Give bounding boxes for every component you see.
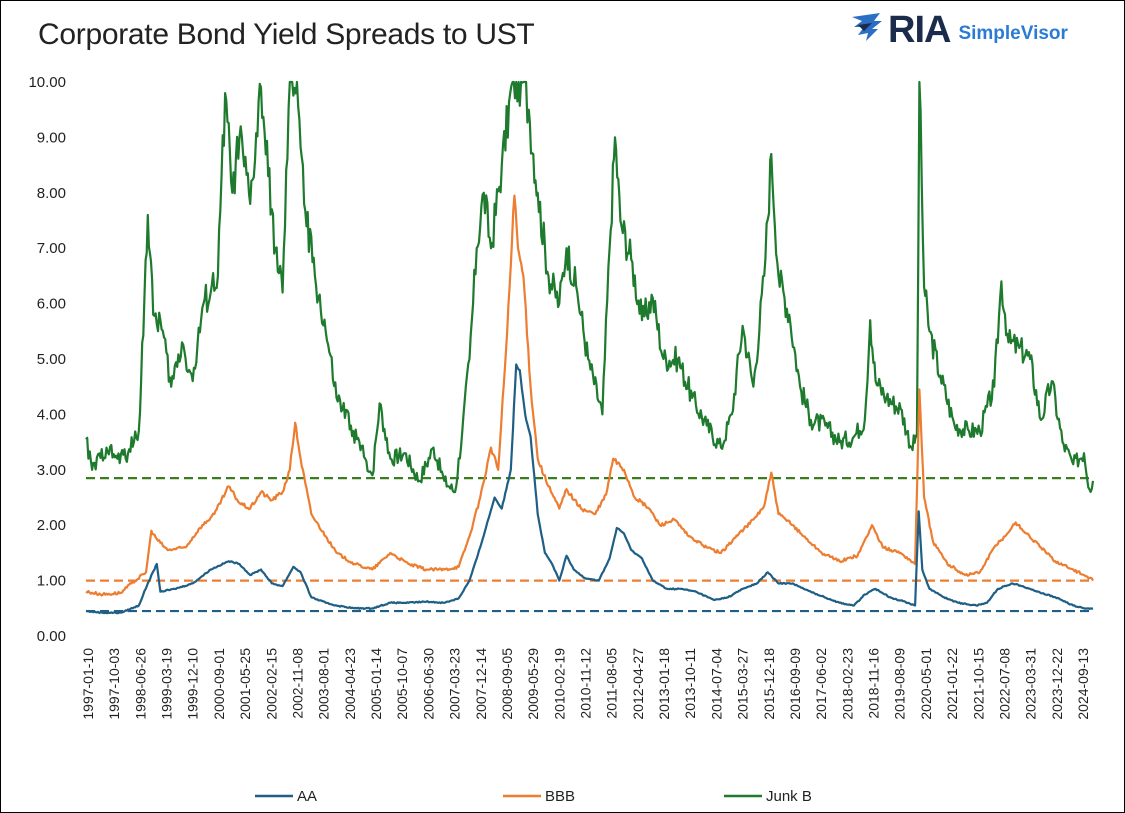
x-tick-label: 2002-11-08 — [289, 648, 305, 719]
x-tick-label: 2001-05-25 — [237, 648, 253, 720]
series-line-aa — [85, 363, 1094, 615]
logo-ria-text: RIA — [888, 8, 951, 51]
x-tick-label: 2014-07-04 — [708, 648, 724, 720]
x-tick-label: 1997-01-10 — [80, 648, 96, 720]
x-tick-label: 2007-12-14 — [473, 648, 489, 720]
legend: AA BBB Junk B — [255, 788, 812, 805]
eagle-icon — [852, 13, 882, 41]
series-lines — [85, 80, 1095, 615]
x-tick-label: 2005-10-07 — [394, 648, 410, 720]
ria-logo: RIA SimpleVisor — [850, 8, 1068, 52]
x-tick-label: 2023-12-22 — [1049, 648, 1065, 720]
reference-lines — [86, 477, 1091, 613]
x-tick-label: 2024-09-13 — [1075, 648, 1091, 720]
y-tick-label: 2.00 — [37, 517, 66, 534]
chart-title: Corporate Bond Yield Spreads to UST — [38, 18, 535, 51]
x-tick-label: 2022-07-08 — [996, 648, 1012, 720]
y-tick-label: 10.00 — [28, 74, 66, 91]
y-tick-label: 6.00 — [37, 296, 66, 313]
y-tick-label: 9.00 — [37, 129, 66, 146]
x-tick-label: 2007-03-23 — [447, 648, 463, 720]
x-tick-label: 2013-10-11 — [682, 648, 698, 719]
x-tick-label: 2018-11-16 — [866, 648, 882, 719]
y-tick-label: 5.00 — [37, 351, 66, 368]
y-tick-label: 7.00 — [37, 240, 66, 257]
x-tick-label: 1998-06-26 — [132, 648, 148, 720]
x-tick-label: 2019-08-09 — [892, 648, 908, 720]
x-tick-label: 1997-10-03 — [106, 648, 122, 720]
x-tick-label: 2017-06-02 — [813, 648, 829, 720]
x-tick-label: 2008-09-05 — [499, 648, 515, 720]
x-tick-label: 2000-09-01 — [211, 648, 227, 720]
x-tick-label: 1999-03-19 — [159, 648, 175, 720]
x-tick-label: 2010-02-19 — [551, 648, 567, 720]
y-tick-label: 1.00 — [37, 573, 66, 590]
x-tick-label: 2010-11-12 — [578, 648, 594, 719]
x-tick-label: 2023-03-31 — [1023, 648, 1039, 720]
logo-simplevisor-text: SimpleVisor — [958, 23, 1068, 44]
x-tick-label: 2015-03-27 — [735, 648, 751, 720]
x-tick-label: 2009-05-29 — [525, 648, 541, 720]
x-tick-label: 2011-08-05 — [604, 648, 620, 719]
x-tick-label: 2016-09-09 — [787, 648, 803, 720]
x-tick-label: 2003-08-01 — [316, 648, 332, 720]
series-line-junk-b — [85, 80, 1095, 494]
x-tick-label: 1999-12-10 — [185, 648, 201, 720]
x-tick-label: 2004-04-23 — [342, 648, 358, 720]
y-tick-label: 4.00 — [37, 406, 66, 423]
y-tick-label: 8.00 — [37, 185, 66, 202]
x-tick-label: 2006-06-30 — [420, 648, 436, 720]
x-axis: 1997-01-10 1997-10-03 1998-06-26 1999-03-19… — [80, 648, 1091, 720]
y-tick-label: 0.00 — [37, 628, 66, 645]
x-tick-label: 2021-10-15 — [970, 648, 986, 720]
x-tick-label: 2021-01-22 — [944, 648, 960, 720]
legend-label-aa: AA — [297, 788, 317, 805]
x-tick-label: 2005-01-14 — [368, 648, 384, 720]
x-tick-label: 2018-02-23 — [839, 648, 855, 720]
x-tick-label: 2012-04-27 — [630, 648, 646, 720]
y-axis: 0.00 1.00 2.00 3.00 4.00 5.00 6.00 7.00 8.00 9.00… — [28, 74, 66, 645]
legend-label-junk-b: Junk B — [766, 788, 812, 805]
y-tick-label: 3.00 — [37, 462, 66, 479]
legend-label-bbb: BBB — [545, 788, 575, 805]
x-tick-label: 2015-12-18 — [761, 648, 777, 720]
x-tick-label: 2020-05-01 — [918, 648, 934, 720]
series-line-bbb — [85, 194, 1094, 597]
x-tick-label: 2013-01-18 — [656, 648, 672, 720]
x-tick-label: 2002-02-15 — [263, 648, 279, 720]
